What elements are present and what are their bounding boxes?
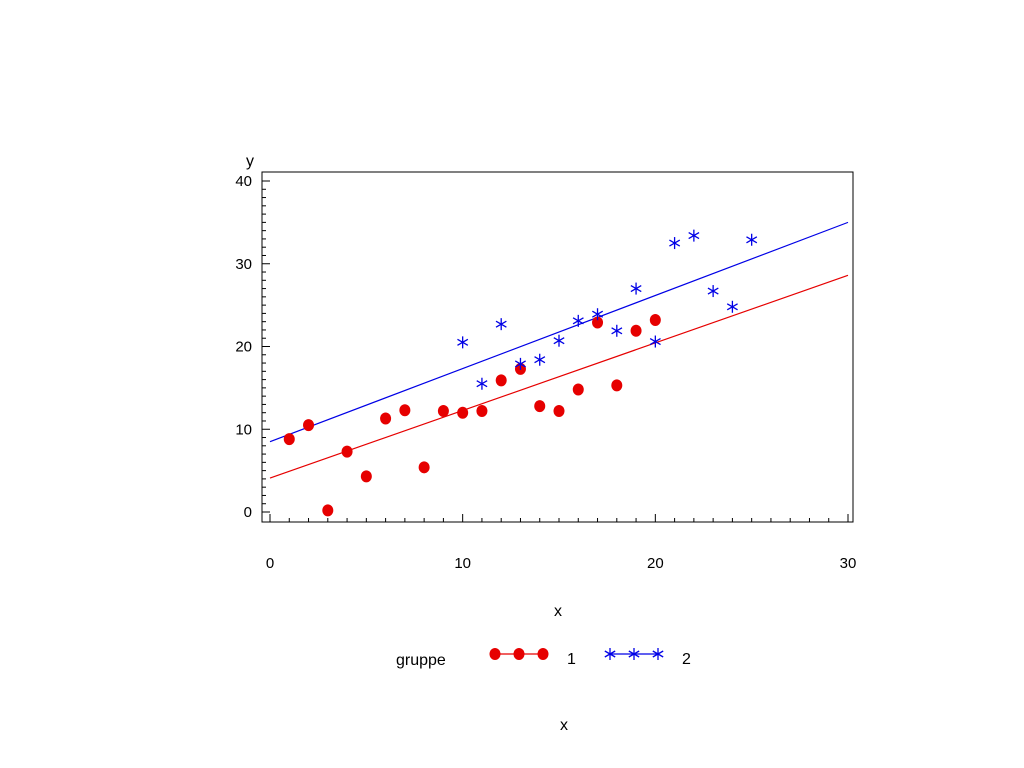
y-tick-label: 30 <box>235 256 252 273</box>
point-series-1 <box>437 405 449 418</box>
point-series-2 <box>514 357 526 370</box>
legend-marker <box>652 648 664 660</box>
legend-marker <box>513 648 525 660</box>
point-series-1 <box>360 470 372 483</box>
point-series-2 <box>669 237 681 250</box>
point-series-2 <box>476 377 488 390</box>
point-series-2 <box>611 324 623 337</box>
point-series-1 <box>399 404 411 417</box>
point-series-1 <box>495 374 507 387</box>
legend-entry-series-1: 1 <box>489 648 576 668</box>
y-tick-label: 10 <box>235 421 252 438</box>
point-series-1 <box>322 504 334 517</box>
y-tick-label: 20 <box>235 339 252 356</box>
point-series-2 <box>630 282 642 295</box>
point-series-1 <box>380 412 392 425</box>
point-series-1 <box>649 314 661 327</box>
legend-title: gruppe <box>396 652 446 669</box>
x-tick-label: 20 <box>647 555 664 572</box>
legend-marker <box>628 648 640 660</box>
point-series-1 <box>457 406 469 419</box>
point-series-1 <box>534 400 546 413</box>
y-tick-label: 0 <box>244 504 252 521</box>
point-series-2 <box>649 335 661 348</box>
point-series-1 <box>283 433 295 446</box>
legend-marker <box>537 648 549 660</box>
point-series-1 <box>572 383 584 396</box>
point-series-1 <box>630 324 642 337</box>
footnote-label: x <box>560 717 568 734</box>
point-series-1 <box>611 379 623 392</box>
point-series-2 <box>495 318 507 331</box>
x-tick-label: 10 <box>454 555 471 572</box>
legend-entry-series-2: 2 <box>604 648 691 668</box>
point-series-1 <box>418 461 430 474</box>
point-series-2 <box>457 336 469 349</box>
point-series-2 <box>707 285 719 298</box>
y-axis: 0 10 20 30 40 <box>235 173 270 521</box>
x-tick-label: 0 <box>266 555 274 572</box>
x-axis: 0 10 20 30 <box>266 514 857 572</box>
point-series-1 <box>303 419 315 432</box>
y-axis-label: y <box>246 153 254 170</box>
legend-label: 2 <box>682 651 691 668</box>
point-series-1 <box>553 405 565 418</box>
legend-marker <box>604 648 616 660</box>
legend-label: 1 <box>567 651 576 668</box>
fit-line-series-2 <box>269 221 849 443</box>
point-series-2 <box>688 229 700 242</box>
data-points <box>283 229 758 517</box>
fit-line-series-1 <box>269 274 849 479</box>
regression-lines <box>269 221 849 479</box>
point-series-2 <box>534 353 546 366</box>
x-axis-label: x <box>554 603 562 620</box>
point-series-1 <box>592 316 604 329</box>
x-tick-label: 30 <box>840 555 857 572</box>
y-tick-label: 40 <box>235 173 252 190</box>
point-series-2 <box>592 308 604 321</box>
point-series-1 <box>341 445 353 458</box>
plot-frame <box>261 171 854 523</box>
point-series-2 <box>726 300 738 313</box>
point-series-1 <box>476 405 488 418</box>
point-series-2 <box>746 233 758 246</box>
legend-marker <box>489 648 501 660</box>
point-series-2 <box>572 314 584 327</box>
point-series-2 <box>553 334 565 347</box>
